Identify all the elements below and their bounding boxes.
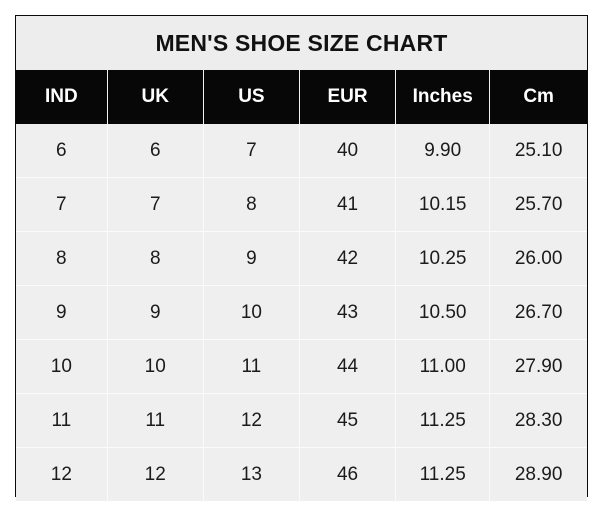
cell-inches: 10.25 [395, 231, 491, 286]
cell-eur: 46 [299, 447, 397, 501]
cell-inches: 10.15 [395, 177, 491, 232]
cell-inches: 9.90 [395, 124, 491, 178]
cell-uk: 11 [107, 393, 204, 448]
cell-cm: 27.90 [489, 339, 587, 394]
table-body: 6 6 7 40 9.90 25.10 7 7 8 41 10.15 25.70… [16, 124, 587, 501]
size-chart: MEN'S SHOE SIZE CHART IND UK US EUR Inch… [15, 15, 588, 501]
cell-ind: 11 [16, 393, 108, 448]
table-row: 11 11 12 45 11.25 28.30 [16, 393, 587, 448]
cell-us: 13 [203, 447, 300, 501]
cell-cm: 25.10 [489, 124, 587, 178]
column-header-us: US [203, 70, 300, 124]
page-title: MEN'S SHOE SIZE CHART [155, 29, 448, 56]
cell-inches: 11.25 [395, 393, 491, 448]
cell-cm: 26.00 [489, 231, 587, 286]
cell-inches: 11.00 [395, 339, 491, 394]
cell-us: 12 [203, 393, 300, 448]
table-row: 6 6 7 40 9.90 25.10 [16, 124, 587, 178]
table-header-row: IND UK US EUR Inches Cm [16, 70, 587, 124]
table-row: 12 12 13 46 11.25 28.90 [16, 447, 587, 501]
cell-eur: 44 [299, 339, 397, 394]
cell-ind: 12 [16, 447, 108, 501]
cell-uk: 10 [107, 339, 204, 394]
column-header-cm: Cm [489, 70, 587, 124]
cell-cm: 28.30 [489, 393, 587, 448]
chart-title-bar: MEN'S SHOE SIZE CHART [16, 16, 587, 70]
cell-ind: 10 [16, 339, 108, 394]
cell-ind: 6 [16, 124, 108, 178]
column-header-inches: Inches [395, 70, 491, 124]
column-header-uk: UK [107, 70, 204, 124]
cell-cm: 25.70 [489, 177, 587, 232]
table-row: 10 10 11 44 11.00 27.90 [16, 339, 587, 394]
table-row: 7 7 8 41 10.15 25.70 [16, 177, 587, 232]
cell-ind: 7 [16, 177, 108, 232]
column-header-eur: EUR [299, 70, 397, 124]
cell-eur: 41 [299, 177, 397, 232]
table-row: 8 8 9 42 10.25 26.00 [16, 231, 587, 286]
shoe-size-table: IND UK US EUR Inches Cm 6 6 7 40 9.90 25… [16, 70, 587, 501]
cell-us: 9 [203, 231, 300, 286]
table-row: 9 9 10 43 10.50 26.70 [16, 285, 587, 340]
cell-inches: 11.25 [395, 447, 491, 501]
cell-us: 10 [203, 285, 300, 340]
cell-uk: 9 [107, 285, 204, 340]
cell-cm: 28.90 [489, 447, 587, 501]
cell-us: 11 [203, 339, 300, 394]
table-header: IND UK US EUR Inches Cm [16, 70, 587, 124]
cell-eur: 42 [299, 231, 397, 286]
column-header-ind: IND [16, 70, 108, 124]
cell-us: 7 [203, 124, 300, 178]
cell-eur: 40 [299, 124, 397, 178]
cell-us: 8 [203, 177, 300, 232]
cell-cm: 26.70 [489, 285, 587, 340]
cell-uk: 8 [107, 231, 204, 286]
cell-eur: 43 [299, 285, 397, 340]
cell-inches: 10.50 [395, 285, 491, 340]
cell-eur: 45 [299, 393, 397, 448]
cell-uk: 6 [107, 124, 204, 178]
cell-ind: 9 [16, 285, 108, 340]
cell-ind: 8 [16, 231, 108, 286]
cell-uk: 12 [107, 447, 204, 501]
cell-uk: 7 [107, 177, 204, 232]
